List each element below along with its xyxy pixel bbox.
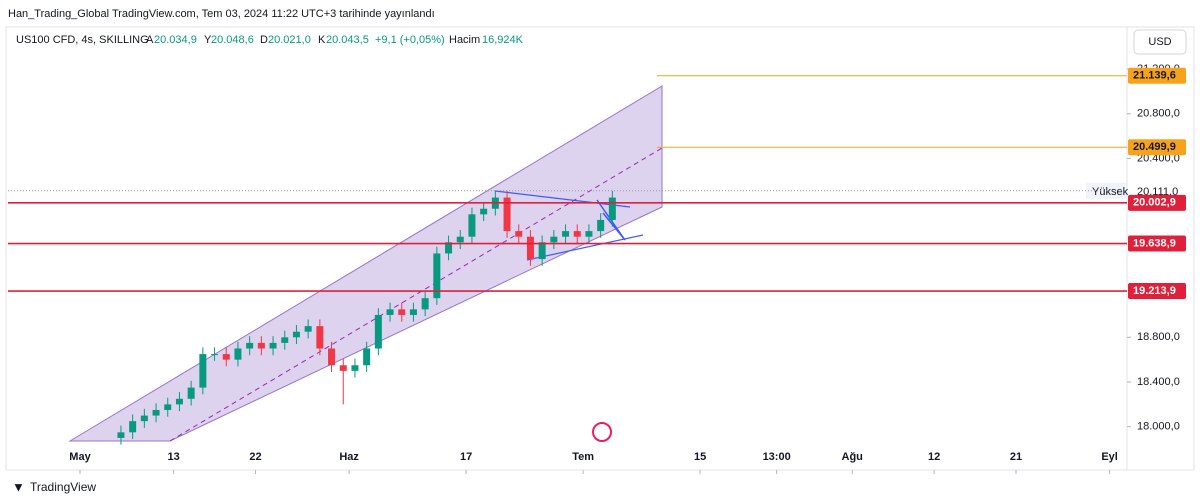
y-tick-label: 18.400,0 (1137, 376, 1180, 388)
volume: 16,924K (482, 34, 524, 46)
level-tag (1128, 283, 1186, 300)
volume-label: Hacim (449, 34, 480, 46)
change: +9,1 (+0,05%) (375, 34, 445, 46)
level-tag (1128, 235, 1186, 252)
level-tag (1128, 67, 1186, 84)
y-tick-label: 18.800,0 (1137, 331, 1180, 343)
candle-body (573, 231, 581, 237)
x-tick-label: 13:00 (763, 451, 791, 463)
currency-button[interactable] (1133, 29, 1187, 55)
candle-body (152, 409, 160, 416)
candle-body (503, 197, 511, 232)
x-tick-label: 13 (167, 451, 179, 463)
candle-body (456, 236, 464, 243)
candle-body (562, 231, 570, 237)
x-tick-label: 15 (694, 451, 706, 463)
level-tag (1128, 194, 1186, 211)
projection-arrow (596, 199, 626, 241)
high-marker-label: Yüksek (1092, 186, 1129, 198)
triangle-upper (494, 190, 631, 208)
candle-body (246, 342, 254, 349)
candle-body (328, 348, 336, 366)
x-tick-label: 17 (460, 451, 472, 463)
symbol: US100 CFD, 4s, SKILLING (16, 34, 149, 46)
candle-body (269, 342, 277, 349)
candle-body (292, 331, 300, 338)
candle-body (257, 342, 265, 349)
candle-body (281, 337, 289, 343)
candle-body (550, 236, 558, 243)
y-tick-label: 18.000,0 (1137, 421, 1180, 433)
candle-body (363, 348, 371, 366)
candle-body (515, 231, 523, 237)
channel (68, 85, 663, 442)
footer-logo: ▼ (12, 479, 25, 494)
candle-body (421, 298, 429, 310)
candle-body (409, 309, 417, 315)
publisher: Han_Trading_Global TradingView.com, Tem … (8, 8, 435, 20)
channel-midline (169, 147, 663, 442)
candle-body (608, 197, 616, 220)
low-label: D (260, 34, 268, 46)
x-tick-label: Eyl (1101, 451, 1118, 463)
chart-frame (5, 26, 1195, 471)
open: 20.034,9 (154, 34, 197, 46)
high: 20.048,6 (211, 34, 254, 46)
candle-body (433, 253, 441, 299)
candle-body (187, 387, 195, 399)
x-tick-label: 22 (249, 451, 261, 463)
candle-body (140, 415, 148, 422)
close: 20.043,5 (326, 34, 369, 46)
footer: TradingView (30, 480, 96, 494)
candle-body (445, 242, 453, 254)
y-tick-label: 20.800,0 (1137, 108, 1180, 120)
candle-body (597, 219, 605, 232)
high-label: Y (204, 34, 212, 46)
x-tick-label: 12 (928, 451, 940, 463)
candle-body (175, 398, 183, 405)
level-label: 19.638,9 (1133, 237, 1176, 249)
currency[interactable]: USD (1148, 36, 1171, 48)
candle-body (164, 404, 172, 410)
candle-body (117, 432, 125, 438)
candle-body (398, 309, 406, 315)
candle-body (468, 214, 476, 237)
candle-body (234, 348, 242, 360)
level-label: 20.002,9 (1133, 197, 1176, 209)
event-icon[interactable] (592, 422, 612, 442)
low: 20.021,0 (268, 34, 311, 46)
candle-body (386, 309, 394, 315)
level-label: 19.213,9 (1133, 285, 1176, 297)
close-label: K (318, 34, 326, 46)
level-label: 20.499,9 (1133, 141, 1176, 153)
candle-body (211, 354, 219, 356)
level-tag (1128, 139, 1186, 156)
x-tick-label: Ağu (842, 451, 863, 463)
candle-body (526, 236, 534, 260)
legend: US100 CFD, 4s, SKILLING A 20.034,9 Y 20.… (16, 34, 524, 46)
candle-body (222, 354, 230, 360)
x-tick-label: May (69, 451, 91, 463)
drawings (68, 85, 663, 442)
y-tick-label: 20.400,0 (1137, 152, 1180, 164)
candle-body (585, 231, 593, 237)
candle-body (538, 242, 546, 260)
candle-body (374, 314, 382, 349)
candle-body (129, 421, 137, 433)
open-label: A (146, 34, 154, 46)
x-tick-label: 21 (1010, 451, 1022, 463)
candle-body (339, 365, 347, 371)
x-tick-label: Haz (339, 451, 359, 463)
x-tick-label: Tem (572, 451, 594, 463)
candle-body (304, 326, 312, 332)
level-label: 21.139,6 (1133, 70, 1176, 82)
candle-body (199, 354, 207, 388)
candle-body (316, 326, 324, 349)
plot (117, 190, 616, 445)
candle-body (480, 208, 488, 215)
candle-body (351, 365, 359, 371)
